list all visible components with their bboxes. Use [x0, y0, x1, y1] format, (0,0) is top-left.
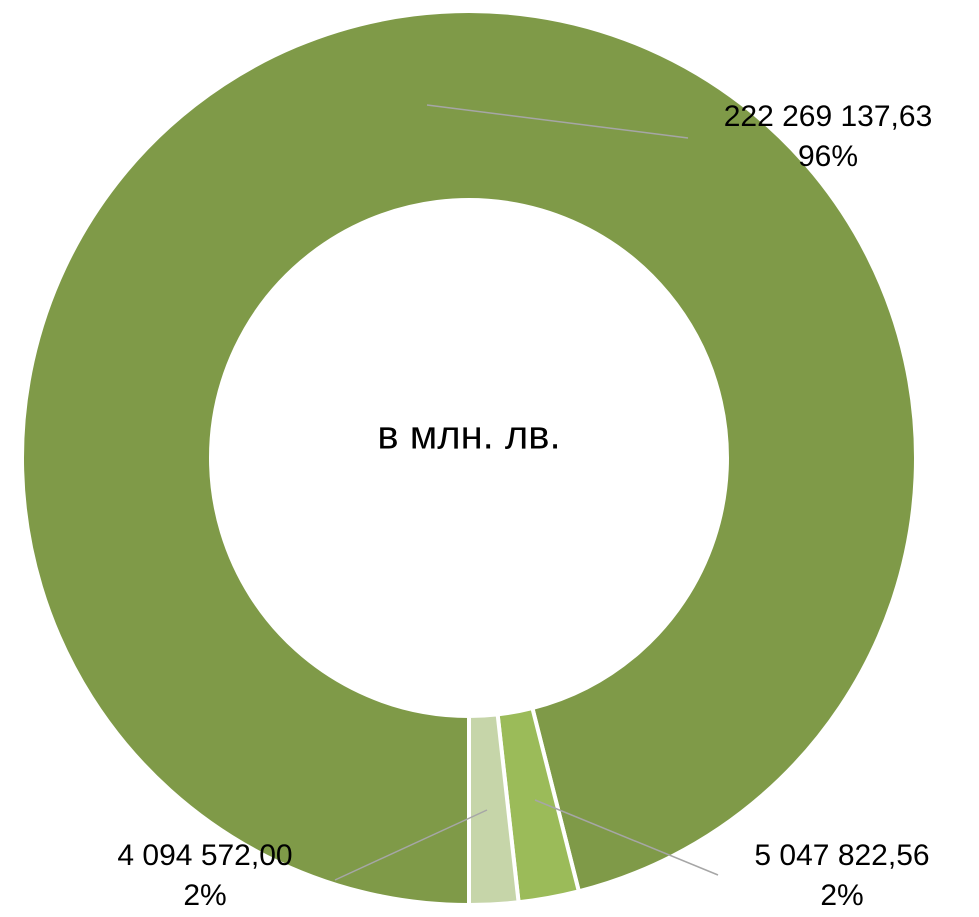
leader-line: [534, 799, 719, 876]
value-label: 4 094 572,00: [117, 839, 292, 872]
percent-label: 96%: [798, 140, 858, 173]
percent-label: 2%: [820, 879, 863, 912]
leader-line: [426, 104, 689, 139]
center-label: в млн. лв.: [377, 414, 560, 458]
leader-line: [334, 809, 488, 881]
value-label: 5 047 822,56: [754, 839, 929, 872]
donut-slice: [467, 712, 521, 908]
donut-slice: [20, 9, 918, 908]
percent-label: 2%: [183, 879, 226, 912]
value-label: 222 269 137,63: [724, 100, 933, 133]
